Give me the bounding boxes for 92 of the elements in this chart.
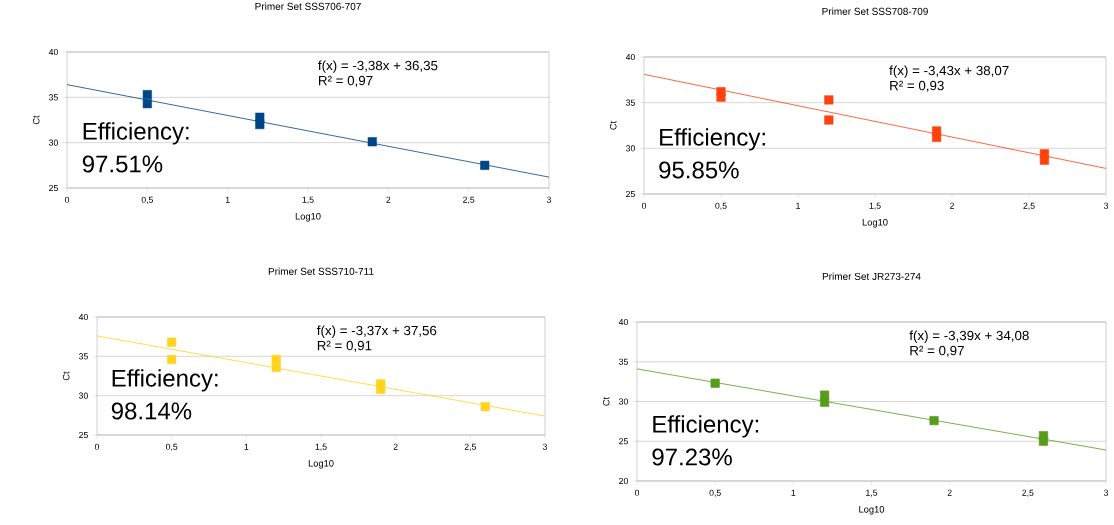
point (820, 390, 830, 400)
annotation: 95.85% (659, 161, 739, 179)
y-tick-label: 20 (619, 477, 628, 485)
annotation: f(x) = -3,37x + 37,56 (316, 325, 437, 338)
point (376, 379, 386, 389)
point (167, 337, 177, 347)
chart-title: Primer Set JR273-274 (822, 272, 921, 280)
point (142, 90, 152, 100)
x-tick-label: 2,5 (1022, 489, 1034, 497)
y-tick-label: 25 (626, 190, 635, 198)
chart-title: Primer Set SSS710-711 (268, 267, 374, 275)
x-tick-label: 0 (94, 443, 100, 450)
x-tick-label: 0 (641, 202, 647, 209)
x-tick-label: 0,5 (141, 196, 153, 204)
point (142, 99, 152, 109)
x-axis-title: Log10 (862, 219, 888, 228)
x-tick-label: 1 (791, 489, 796, 496)
x-tick-label: 2,5 (1023, 202, 1035, 210)
x-tick-label: 3 (546, 196, 552, 203)
x-tick-label: 3 (1103, 489, 1109, 496)
annotation: Efficiency: (653, 415, 759, 438)
y-tick-label: 25 (49, 184, 58, 192)
annotation: 97.51% (82, 155, 163, 173)
y-tick-label: 35 (48, 94, 58, 101)
point (480, 160, 490, 170)
point (1039, 149, 1049, 159)
x-tick-label: 3 (1103, 202, 1109, 209)
x-tick-label: 1,5 (302, 196, 314, 204)
x-tick-label: 1,5 (315, 443, 327, 451)
x-tick-label: 0 (634, 489, 640, 496)
annotation: f(x) = -3,38x + 36,35 (318, 60, 438, 73)
x-tick-label: 0,5 (715, 202, 727, 210)
y-axis-title: Ct (602, 396, 610, 406)
point (824, 95, 834, 105)
y-tick-label: 40 (48, 48, 58, 56)
x-tick-label: 2,5 (464, 443, 476, 451)
annotation: f(x) = -3,43x + 38,07 (889, 65, 1009, 78)
chart-title: Primer Set SSS708-709 (822, 7, 928, 15)
x-tick-label: 2 (947, 489, 952, 496)
annotation: R² = 0,97 (910, 345, 964, 357)
y-tick-label: 40 (78, 313, 88, 321)
x-tick-label: 2 (393, 443, 398, 450)
y-tick-label: 35 (618, 358, 628, 365)
point (716, 87, 726, 97)
y-axis-title: Ct (609, 120, 617, 130)
x-tick-label: 1,5 (866, 489, 878, 497)
point (932, 126, 942, 136)
y-tick-label: 35 (78, 353, 88, 360)
y-tick-label: 30 (625, 145, 635, 152)
y-tick-label: 40 (625, 53, 635, 61)
annotation: Efficiency: (112, 369, 218, 392)
annotation: Efficiency: (83, 122, 189, 145)
x-tick-label: 1 (225, 196, 230, 203)
x-axis-title: Log10 (308, 460, 334, 469)
y-axis-title: Ct (32, 115, 40, 125)
point (480, 402, 490, 412)
x-tick-label: 1,5 (869, 202, 881, 210)
point (824, 115, 834, 125)
point (1038, 431, 1049, 441)
x-axis-title: Log10 (295, 213, 321, 222)
x-tick-label: 1 (244, 443, 249, 450)
point (255, 112, 265, 122)
point (929, 416, 939, 426)
y-tick-label: 25 (79, 431, 88, 439)
x-tick-label: 2 (950, 202, 954, 209)
x-tick-label: 0,5 (709, 489, 721, 497)
annotation: Efficiency: (660, 128, 765, 151)
annotation: R² = 0,97 (319, 75, 373, 87)
chart-title: Primer Set SSS706-707 (255, 2, 361, 10)
annotation: R² = 0,93 (890, 80, 944, 92)
x-axis-title: Log10 (859, 506, 885, 515)
point (367, 137, 377, 147)
annotation: 97.23% (652, 448, 732, 466)
y-axis-title: Ct (62, 371, 70, 381)
y-tick-label: 30 (78, 392, 88, 399)
x-tick-label: 0 (64, 196, 70, 203)
point (710, 378, 720, 388)
annotation: f(x) = -3,39x + 34,08 (909, 330, 1029, 343)
x-tick-label: 2,5 (463, 196, 475, 204)
y-tick-label: 30 (618, 398, 628, 405)
y-tick-label: 30 (48, 139, 58, 146)
x-tick-label: 3 (542, 443, 548, 450)
annotation: 98.14% (111, 402, 192, 420)
annotation: R² = 0,91 (317, 340, 372, 352)
y-tick-label: 40 (618, 318, 628, 326)
point (271, 362, 281, 372)
y-tick-label: 25 (619, 438, 628, 445)
x-tick-label: 1 (796, 202, 800, 209)
y-tick-label: 35 (625, 99, 635, 106)
point (167, 354, 177, 365)
x-tick-label: 0,5 (165, 443, 178, 451)
x-tick-label: 2 (386, 196, 391, 203)
